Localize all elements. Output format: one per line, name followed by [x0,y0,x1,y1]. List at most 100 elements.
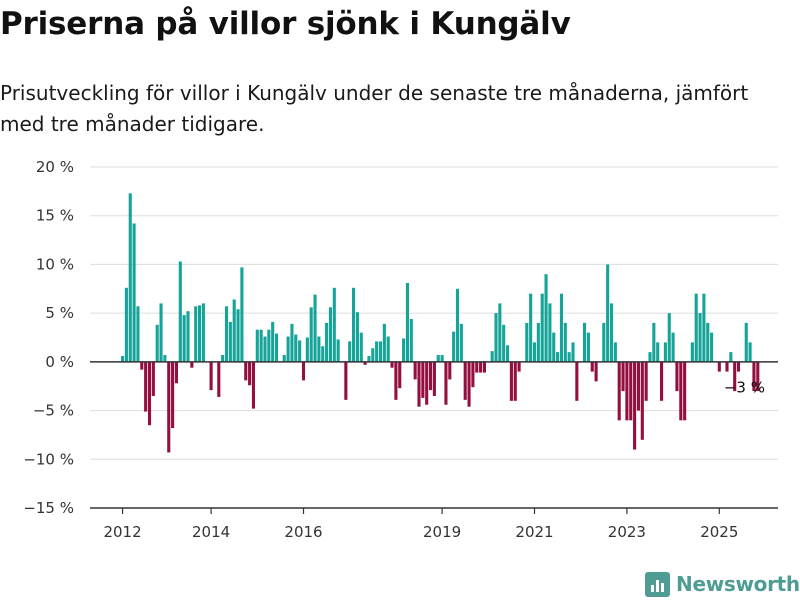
bar [301,361,306,381]
bar [305,337,309,362]
x-tick-label: 2025 [700,523,738,541]
bar [556,352,560,362]
bar [402,338,406,362]
bar [594,361,598,382]
bar [136,306,140,362]
bar [217,361,221,397]
bar [425,361,429,405]
x-tick-label: 2023 [608,523,646,541]
bar [583,322,587,362]
bar [733,361,737,392]
bar [452,331,456,362]
y-tick-label: 15 % [36,207,74,225]
bar [417,361,421,407]
bar [155,324,159,362]
bar [140,361,144,370]
bar [171,361,175,429]
bar [725,361,729,372]
bar [336,339,340,362]
bar [663,342,667,362]
bar [710,332,714,362]
bar [178,261,182,362]
bars [121,193,760,453]
bar [640,361,644,440]
bar [221,355,225,362]
brand-name: Newsworthy [676,572,800,596]
bar [490,351,494,362]
bar [502,324,506,362]
bar-chart-icon [645,571,670,597]
bar [251,361,255,409]
bar [702,293,706,362]
bar [224,306,229,362]
bar [294,334,298,362]
bar [536,322,540,362]
bar [667,313,671,362]
x-tick-label: 2014 [192,523,230,541]
bar [132,223,136,362]
bar [517,361,521,372]
axes [90,361,778,514]
bar [636,361,640,411]
bar [463,361,467,400]
bar [190,361,194,368]
bar [275,333,279,362]
bar [625,361,629,421]
bar [259,329,263,362]
bar [421,361,425,398]
bar [675,361,679,392]
bar [409,318,413,362]
bar [159,303,163,362]
bar [375,341,379,362]
y-tick-label: −5 % [33,402,74,420]
bar [378,341,383,362]
bar [656,342,660,362]
bar [167,361,171,453]
bar [228,321,232,362]
bar [394,361,398,400]
bar [163,355,167,362]
bar [567,352,571,362]
bar [444,361,448,405]
bar [398,361,402,389]
chart-subtitle: Prisutveckling för villor i Kungälv unde… [0,81,749,136]
bar [182,315,186,362]
bar [174,361,178,384]
bar [436,355,440,362]
bar [498,303,502,362]
bar [571,342,575,362]
bar [629,361,633,421]
bar [737,361,741,372]
bar [671,332,675,362]
bar [683,361,687,421]
bar [355,312,359,362]
brand: Newsworthy [645,569,800,599]
bar [332,287,336,362]
bar [317,336,321,362]
bar [644,361,648,401]
bar [660,361,664,401]
bar [467,361,471,407]
bar [455,288,460,362]
y-tick-label: 5 % [45,304,74,322]
bar [124,287,128,362]
bar [413,361,417,380]
bar [532,342,537,362]
bar [405,282,409,362]
bar [248,361,252,386]
bar [744,322,748,362]
bar [752,361,756,392]
bar [548,303,552,362]
bar [267,329,271,362]
bar [602,322,606,362]
bar [386,336,390,362]
y-tick-label: 0 % [45,353,74,371]
bar [509,361,513,401]
y-tick-label: 20 % [36,158,74,176]
latest-value-annotation: −3 % [724,379,765,397]
bar [617,361,621,421]
bar [586,332,590,362]
bar [313,294,317,362]
bar [209,361,213,391]
bar [706,322,710,362]
